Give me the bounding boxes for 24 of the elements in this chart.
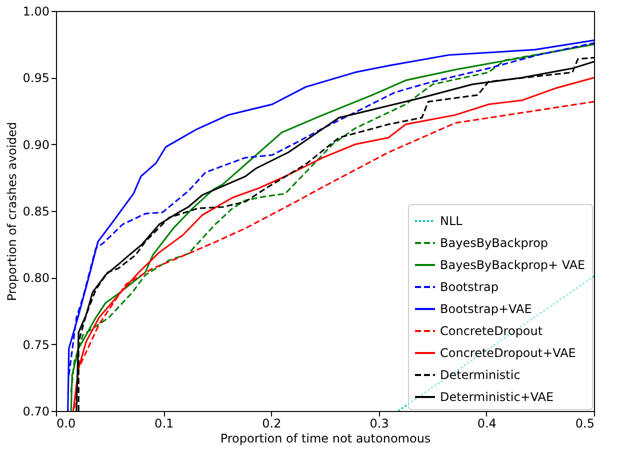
- x-axis-title: Proportion of time not autonomous: [220, 432, 431, 446]
- legend-label: NLL: [440, 214, 463, 228]
- y-tick-label: 0.75: [22, 338, 50, 352]
- y-tick-label: 0.95: [22, 71, 50, 86]
- legend-label: Bootstrap: [440, 280, 498, 294]
- legend-label: BayesByBackprop+ VAE: [440, 258, 586, 272]
- legend-label: Deterministic+VAE: [440, 390, 554, 404]
- legend-label: ConcreteDropout: [440, 324, 543, 338]
- y-tick-label: 0.70: [22, 404, 50, 418]
- y-tick-label: 1.00: [22, 4, 50, 18]
- y-tick-label: 0.80: [22, 271, 50, 286]
- legend-label: ConcreteDropout+VAE: [440, 346, 576, 360]
- x-tick-label: 0.3: [370, 416, 389, 430]
- legend-label: BayesByBackprop: [440, 236, 548, 250]
- x-tick-label: 0.4: [477, 416, 496, 430]
- x-tick-label: 0.5: [575, 416, 594, 430]
- x-tick-label: 0.2: [262, 416, 282, 430]
- legend-label: Deterministic: [440, 368, 520, 382]
- y-tick-label: 0.90: [22, 138, 50, 152]
- x-tick-label: 0.1: [154, 416, 174, 430]
- x-tick-label: 0.0: [56, 416, 76, 430]
- y-axis-title: Proportion of crashes avoided: [4, 122, 19, 302]
- y-tick-label: 0.85: [22, 204, 50, 218]
- legend-label: Bootstrap+VAE: [440, 302, 532, 316]
